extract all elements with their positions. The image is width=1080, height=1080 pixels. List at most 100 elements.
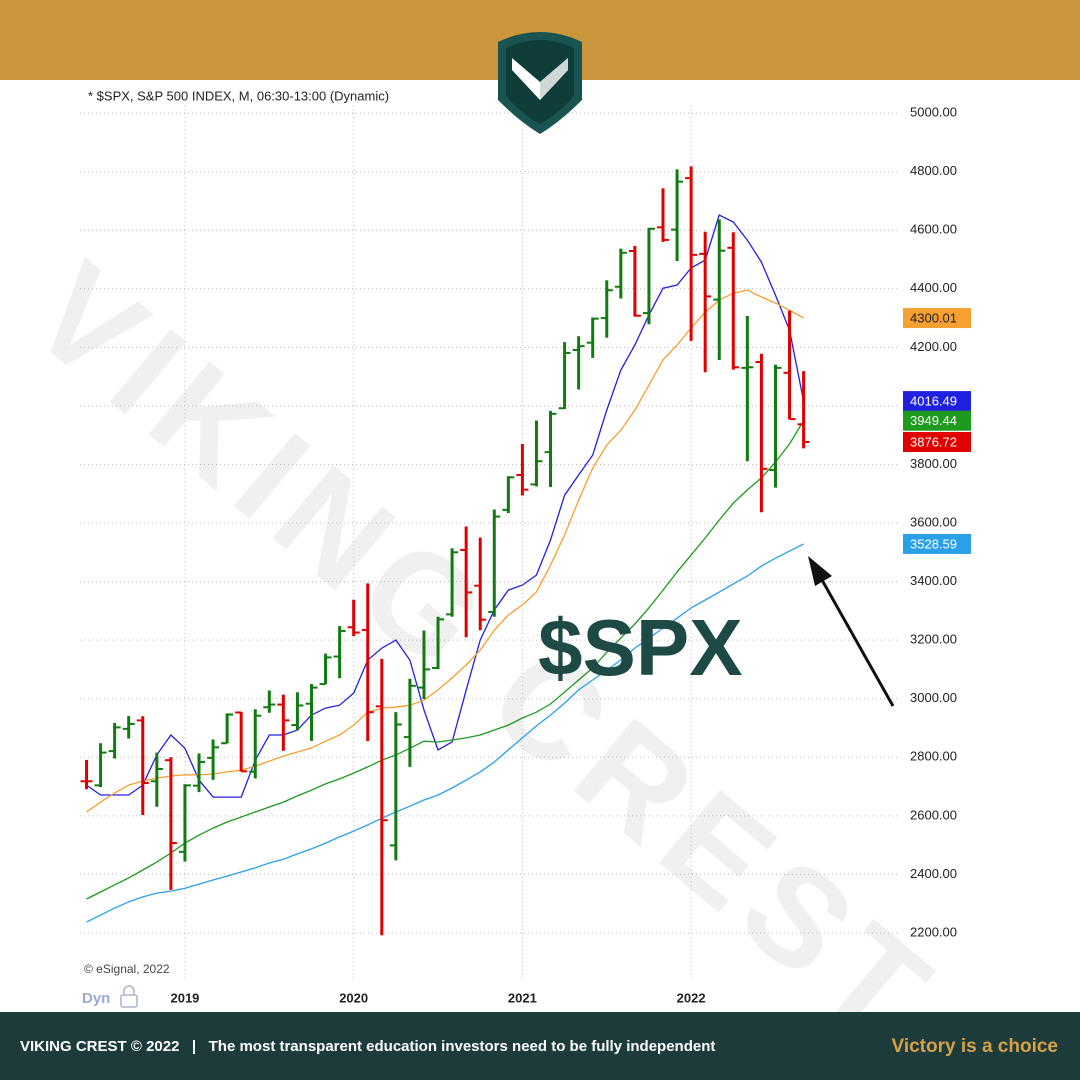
ohlc-bar <box>502 476 515 514</box>
footer-band <box>0 1012 1080 1080</box>
ohlc-bar <box>122 715 135 739</box>
ohlc-bar <box>333 626 346 679</box>
ohlc-bar <box>544 410 557 488</box>
y-tick-label: 4400.00 <box>910 280 957 295</box>
y-tick-label: 3200.00 <box>910 632 957 647</box>
ohlc-bar <box>319 653 332 686</box>
x-tick-label: 2020 <box>339 990 368 1005</box>
ohlc-bar <box>769 364 782 488</box>
moving-average-line <box>86 214 805 798</box>
ohlc-bar <box>755 353 768 513</box>
ohlc-bar <box>685 166 698 341</box>
lock-shackle <box>123 985 135 995</box>
price-label: 3949.44 <box>910 413 957 428</box>
ohlc-bar <box>586 317 599 358</box>
ohlc-bar <box>797 371 810 449</box>
ohlc-bar <box>277 694 290 751</box>
price-label-box <box>903 391 971 412</box>
logo-chevron-shade <box>540 58 568 100</box>
ohlc-bar <box>432 616 445 670</box>
logo <box>498 32 582 134</box>
mode-label: Dyn <box>82 990 110 1007</box>
ohlc-bar <box>727 232 740 370</box>
ohlc-bar <box>614 248 627 299</box>
price-label-box <box>903 533 971 554</box>
y-tick-label: 2600.00 <box>910 807 957 822</box>
moving-average-line <box>86 289 804 813</box>
plot: 2200.00 2400.00 2600.00 2800.00 3000.00 3200.… <box>80 105 971 1005</box>
ohlc-bar <box>164 757 177 890</box>
ohlc-bar <box>108 723 121 759</box>
ohlc-bar <box>417 630 430 700</box>
source: © eSignal, 2022 <box>84 962 170 976</box>
ohlc-bar <box>375 658 388 936</box>
y-tick-label: 5000.00 <box>910 105 957 120</box>
y-tick-label: 3000.00 <box>910 690 957 705</box>
price-label-box <box>903 308 971 329</box>
moving-average-line <box>86 543 804 923</box>
annotation: $SPX <box>538 603 743 692</box>
ohlc-bar <box>150 752 163 807</box>
x-tick-label: 2021 <box>508 990 537 1005</box>
moving-average-line <box>86 420 805 900</box>
ohlc-bar <box>474 537 487 631</box>
footer-text: VIKING CREST © 2022 | The most transpare… <box>20 1038 715 1055</box>
ohlc-bar <box>221 713 234 745</box>
price-label: 4016.49 <box>910 394 957 409</box>
ohlc-bar <box>558 342 571 410</box>
y-tick-label: 3600.00 <box>910 514 957 529</box>
ohlc-bar <box>291 692 304 731</box>
ohlc-bar <box>783 310 796 421</box>
ohlc-bar <box>671 169 684 261</box>
ohlc-bar <box>193 753 206 793</box>
ohlc-bar <box>713 219 726 360</box>
y-tick-label: 2800.00 <box>910 749 957 764</box>
ohlc-bar <box>136 716 149 815</box>
chart-title: * $SPX, S&P 500 INDEX, M, 06:30-13:00 (D… <box>88 88 389 103</box>
ohlc-bar <box>403 678 416 767</box>
ohlc-bar <box>80 759 93 790</box>
ohlc-bar <box>741 316 754 462</box>
y-tick-label: 2200.00 <box>910 924 957 939</box>
ohlc-bar <box>361 583 374 742</box>
price-label-box <box>903 432 971 453</box>
arrow-shaft <box>820 579 895 707</box>
ohlc-bar <box>446 548 459 617</box>
ohlc-bar <box>572 336 585 390</box>
y-tick-label: 3800.00 <box>910 456 957 471</box>
ohlc-bar <box>235 711 248 773</box>
y-tick-label: 4200.00 <box>910 339 957 354</box>
ohlc-bar <box>263 690 276 713</box>
y-tick-label: 4600.00 <box>910 222 957 237</box>
lock-icon <box>120 985 138 1008</box>
x-tick-label: 2022 <box>677 990 706 1005</box>
ohlc-bar <box>516 443 529 496</box>
ohlc-bar <box>642 227 655 325</box>
ohlc-bar <box>94 743 107 788</box>
y-tick-label: 4800.00 <box>910 163 957 178</box>
ohlc-bar <box>178 784 191 862</box>
ohlc-bar <box>347 599 360 637</box>
ohlc-bar <box>488 509 501 617</box>
ohlc-bar <box>305 684 318 741</box>
ohlc-bar <box>249 709 262 779</box>
price-label-box <box>903 410 971 431</box>
ohlc-bar <box>699 231 712 373</box>
price-label: 3876.72 <box>910 434 957 449</box>
ohlc-bar <box>656 188 669 242</box>
arrow-head <box>808 556 832 586</box>
y-tick-label: 3400.00 <box>910 573 957 588</box>
footer-motto: Victory is a choice <box>891 1036 1058 1057</box>
ohlc-bar <box>628 246 641 317</box>
ohlc-bar <box>460 526 473 638</box>
ohlc-bar <box>207 739 220 780</box>
ohlc-bar <box>600 280 613 338</box>
price-label: 4300.01 <box>910 311 957 326</box>
price-label: 3528.59 <box>910 536 957 551</box>
arrow <box>808 556 895 707</box>
x-tick-label: 2019 <box>170 990 199 1005</box>
ohlc-bar <box>389 712 402 861</box>
y-tick-label: 2400.00 <box>910 866 957 881</box>
